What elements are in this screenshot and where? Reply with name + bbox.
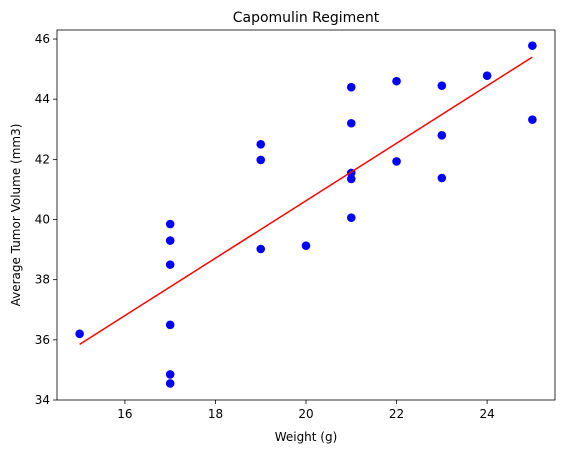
x-tick-label: 24 [479,407,494,421]
data-point [528,41,537,50]
data-point [437,130,447,140]
y-axis-label: Average Tumor Volume (mm3) [9,124,23,307]
y-axis-ticks: 34 36 38 40 42 44 46 [35,32,57,407]
data-point [482,71,492,81]
data-point [75,329,84,339]
data-point [165,320,175,330]
data-point [256,244,266,254]
data-point [165,236,175,245]
data-point [165,219,175,229]
x-tick-label: 18 [208,407,223,421]
x-axis-ticks: 16 18 20 22 24 [117,400,495,421]
data-points [75,41,537,388]
data-point [392,157,401,166]
data-point [165,379,175,388]
data-point [437,81,447,90]
data-point [346,213,356,223]
data-point [301,241,311,250]
y-tick-label: 40 [35,213,50,227]
y-tick-label: 44 [35,92,50,106]
y-tick-label: 46 [35,32,50,46]
data-point [528,115,537,124]
x-tick-label: 16 [117,407,132,421]
x-tick-label: 22 [389,407,404,421]
y-tick-label: 34 [35,393,50,407]
regression-line [79,56,533,345]
data-point [437,173,447,183]
data-point [346,82,356,92]
chart-title: Capomulin Regiment [233,10,380,26]
y-tick-label: 38 [35,273,50,287]
data-point [392,76,401,86]
y-tick-label: 36 [35,333,50,347]
x-tick-label: 20 [298,407,313,421]
x-axis-label: Weight (g) [275,430,338,444]
regression-line-group [79,56,533,345]
data-point [256,155,266,165]
data-point [346,174,356,184]
data-point [256,140,266,149]
data-point [346,118,356,128]
y-tick-label: 42 [35,152,50,166]
plot-area-frame [56,29,556,401]
data-point [165,260,175,269]
data-point [165,370,175,379]
